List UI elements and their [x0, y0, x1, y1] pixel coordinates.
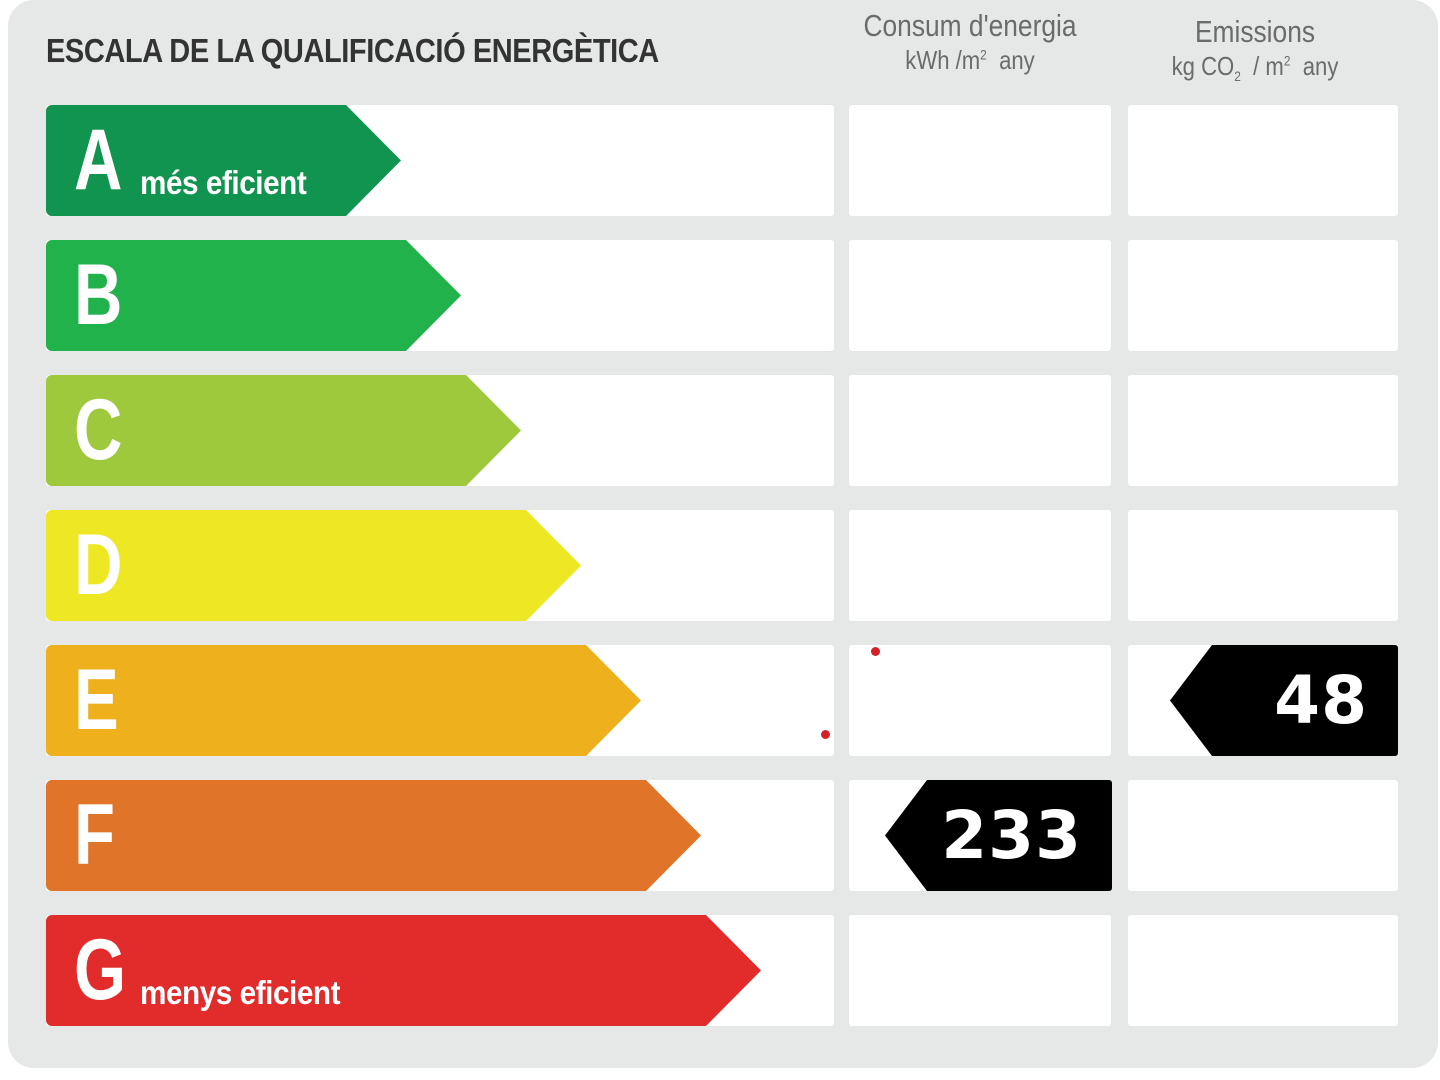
energy-cell — [849, 375, 1111, 486]
rating-arrow-e: E — [46, 645, 641, 756]
energy-column-unit: kWh /m2 any — [905, 45, 1035, 75]
energy-cell — [849, 510, 1111, 621]
rating-letter: A — [74, 112, 123, 208]
energy-cell — [849, 645, 1111, 756]
page-title: ESCALA DE LA QUALIFICACIÓ ENERGÈTICA — [46, 32, 659, 69]
red-dot-mark — [821, 730, 830, 739]
emissions-cell — [1128, 510, 1398, 621]
emissions-column-label: Emissions — [1194, 14, 1316, 49]
rating-row-e: E 48 — [0, 645, 1440, 756]
emissions-cell — [1128, 375, 1398, 486]
rating-letter: D — [74, 517, 123, 613]
rating-row-b: B — [0, 240, 1440, 351]
rating-letter: E — [74, 652, 119, 748]
rating-arrow-c: C — [46, 375, 521, 486]
energy-column-label: Consum d'energia — [863, 8, 1077, 43]
emissions-result-indicator: 48 — [1170, 645, 1398, 756]
emissions-cell — [1128, 780, 1398, 891]
energy-result-indicator: 233 — [885, 780, 1112, 891]
rating-letter: C — [74, 382, 123, 478]
energy-result-value: 233 — [941, 797, 1082, 874]
energy-cell — [849, 105, 1111, 216]
rating-sublabel: més eficient — [140, 164, 307, 201]
emissions-cell — [1128, 915, 1398, 1026]
rating-row-d: D — [0, 510, 1440, 621]
rating-letter: G — [74, 922, 127, 1018]
rating-letter: F — [74, 787, 115, 883]
rating-arrow-f: F — [46, 780, 701, 891]
emissions-cell — [1128, 240, 1398, 351]
energy-cell — [849, 915, 1111, 1026]
energy-cell — [849, 240, 1111, 351]
rating-row-f: F 233 — [0, 780, 1440, 891]
emissions-result-value: 48 — [1274, 662, 1368, 739]
emissions-cell — [1128, 105, 1398, 216]
energy-column-header: Consum d'energia kWh /m2 any — [851, 8, 1089, 76]
rating-row-c: C — [0, 375, 1440, 486]
rating-arrow-b: B — [46, 240, 461, 351]
rating-letter: B — [74, 247, 123, 343]
rating-sublabel: menys eficient — [140, 974, 341, 1011]
rating-arrow-d: D — [46, 510, 581, 621]
emissions-column-header: Emissions kg CO2 / m2 any — [1140, 14, 1370, 85]
emissions-column-unit: kg CO2 / m2 any — [1171, 51, 1339, 85]
red-dot-mark — [871, 647, 880, 656]
